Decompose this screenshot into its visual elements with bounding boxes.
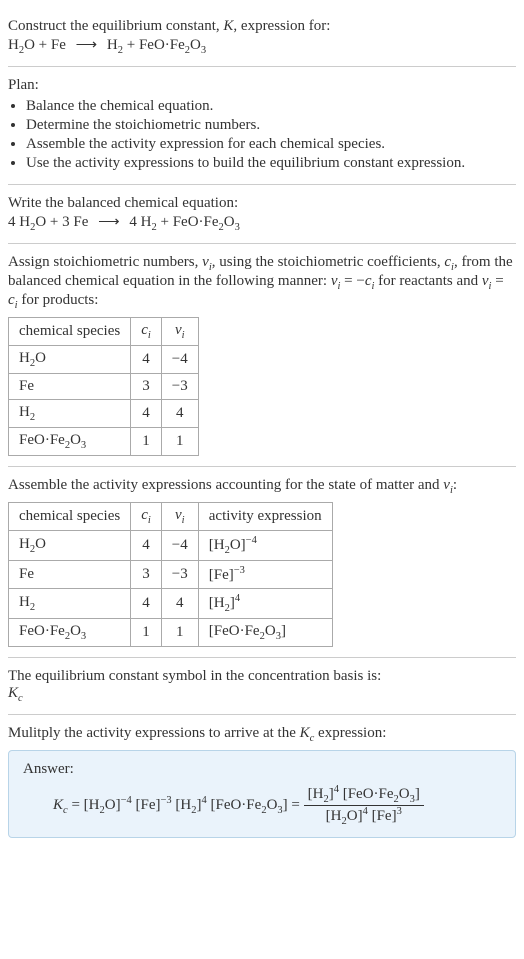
plan-item: Use the activity expressions to build th… (26, 155, 516, 172)
table-header-row: chemical species ci νi activity expressi… (9, 503, 333, 531)
activity-table: chemical species ci νi activity expressi… (8, 502, 333, 647)
table-header-row: chemical species ci νi (9, 318, 199, 346)
col-nui: νi (161, 503, 198, 531)
plan-item: Balance the chemical equation. (26, 98, 516, 115)
numerator: [H2]4 [FeO·Fe2O3] (304, 784, 424, 806)
answer-expression: Kc = [H2O]−4 [Fe]−3 [H2]4 [FeO·Fe2O3] = … (23, 784, 501, 827)
arrow-icon: ⟶ (98, 212, 120, 231)
intro-line: Construct the equilibrium constant, K, e… (8, 18, 516, 35)
col-activity: activity expression (198, 503, 332, 531)
K-symbol: K (223, 18, 233, 34)
balanced-section: Write the balanced chemical equation: 4 … (8, 185, 516, 244)
table-row: Fe 3 −3 [Fe]−3 (9, 561, 333, 589)
col-species: chemical species (9, 318, 131, 346)
plan-section: Plan: Balance the chemical equation. Det… (8, 67, 516, 185)
table-row: Fe 3 −3 (9, 374, 199, 400)
balanced-heading: Write the balanced chemical equation: (8, 195, 516, 212)
table-row: H2O 4 −4 (9, 346, 199, 374)
answer-label: Answer: (23, 761, 501, 778)
arrow-icon: ⟶ (76, 35, 98, 54)
balanced-equation: 4 H2O + 3 Fe ⟶ 4 H2 + FeO·Fe2O3 (8, 212, 516, 233)
col-nui: νi (161, 318, 198, 346)
plan-list: Balance the chemical equation. Determine… (8, 98, 516, 172)
assign-text: Assign stoichiometric numbers, νi, using… (8, 254, 516, 311)
answer-box: Answer: Kc = [H2O]−4 [Fe]−3 [H2]4 [FeO·F… (8, 750, 516, 838)
table-row: H2O 4 −4 [H2O]−4 (9, 531, 333, 561)
symbol-text: The equilibrium constant symbol in the c… (8, 668, 516, 685)
table-row: FeO·Fe2O3 1 1 (9, 428, 199, 456)
stoich-table: chemical species ci νi H2O 4 −4 Fe 3 −3 … (8, 317, 199, 456)
table-row: H2 4 4 [H2]4 (9, 589, 333, 619)
intro-section: Construct the equilibrium constant, K, e… (8, 8, 516, 67)
kc-symbol: Kc (8, 685, 516, 704)
fraction: [H2]4 [FeO·Fe2O3] [H2O]4 [Fe]3 (304, 784, 424, 827)
plan-item: Determine the stoichiometric numbers. (26, 117, 516, 134)
col-ci: ci (131, 318, 162, 346)
plan-item: Assemble the activity expression for eac… (26, 136, 516, 153)
plan-heading: Plan: (8, 77, 516, 94)
assign-section: Assign stoichiometric numbers, νi, using… (8, 244, 516, 467)
intro-text2: , expression for: (233, 18, 330, 34)
multiply-heading: Mulitply the activity expressions to arr… (8, 725, 516, 744)
intro-text: Construct the equilibrium constant, (8, 18, 223, 34)
table-row: H2 4 4 (9, 400, 199, 428)
activity-heading: Assemble the activity expressions accoun… (8, 477, 516, 496)
symbol-section: The equilibrium constant symbol in the c… (8, 658, 516, 715)
intro-equation: H2O + Fe ⟶ H2 + FeO·Fe2O3 (8, 35, 516, 56)
table-row: FeO·Fe2O3 1 1 [FeO·Fe2O3] (9, 619, 333, 647)
denominator: [H2O]4 [Fe]3 (304, 806, 424, 827)
multiply-section: Mulitply the activity expressions to arr… (8, 715, 516, 848)
col-species: chemical species (9, 503, 131, 531)
activity-section: Assemble the activity expressions accoun… (8, 467, 516, 658)
col-ci: ci (131, 503, 162, 531)
